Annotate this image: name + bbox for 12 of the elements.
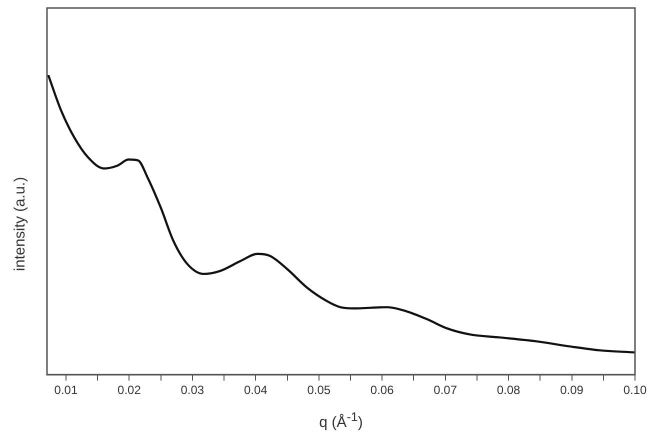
x-tick-label: 0.09 [560,383,584,398]
x-tick-label: 0.07 [434,383,458,398]
x-tick-label: 0.04 [244,383,268,398]
y-axis-title: intensity (a.u.) [12,176,28,272]
x-tick-label: 0.08 [496,383,521,398]
x-tick-label: 0.03 [180,383,204,398]
x-tick-label: 0.01 [54,383,78,398]
x-tick-label: 0.10 [623,383,647,398]
x-axis-title: q (Å$^{-1}$) [318,410,364,431]
x-tick-label: 0.02 [118,383,142,398]
x-tick-label: 0.06 [370,383,394,398]
x-tick-label: 0.05 [307,383,331,398]
